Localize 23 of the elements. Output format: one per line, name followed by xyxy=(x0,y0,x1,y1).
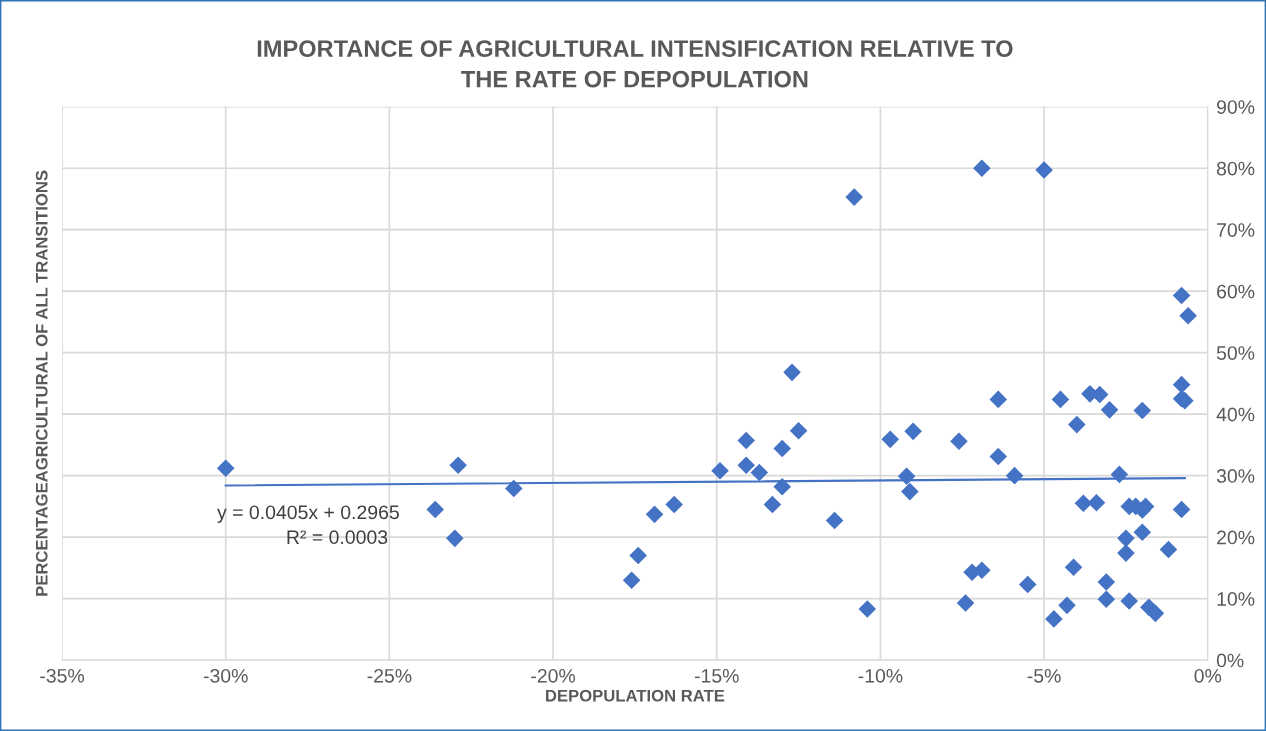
y-tick-label: 20% xyxy=(1217,530,1255,545)
x-tick-label: -20% xyxy=(531,668,576,683)
x-tick-label: 0% xyxy=(1194,668,1222,683)
y-tick-label: 10% xyxy=(1217,592,1255,606)
x-axis-title: DEPOPULATION RATE xyxy=(546,689,725,702)
y-axis-title: PERCENTAGEAGRICULTURAL OF ALL TRANSITIONS xyxy=(35,170,48,596)
y-tick-label: 60% xyxy=(1217,284,1255,299)
y-tick-label: 0% xyxy=(1216,653,1244,668)
annotation: y = 0.0405x + 0.2965 xyxy=(217,505,399,524)
x-tick-label: -15% xyxy=(694,669,739,683)
y-tick-label: 50% xyxy=(1216,346,1255,360)
x-tick-label: -25% xyxy=(367,668,412,683)
annotation: R² = 0.0003 xyxy=(287,530,388,545)
x-tick-label: -10% xyxy=(858,668,903,683)
y-tick-label: 30% xyxy=(1216,469,1255,483)
y-tick-label: 80% xyxy=(1216,161,1255,176)
chart-title: IMPORTANCE OF AGRICULTURAL INTENSIFICATION RELATIVE TO THE RATE OF DEPOPULATION xyxy=(257,40,1013,88)
x-tick-label: -35% xyxy=(40,668,85,683)
y-tick-label: 90% xyxy=(1217,100,1255,114)
x-tick-label: -30% xyxy=(203,668,248,683)
x-tick-label: -5% xyxy=(1027,669,1061,683)
y-tick-label: 40% xyxy=(1216,407,1255,422)
y-tick-label: 70% xyxy=(1217,223,1255,237)
